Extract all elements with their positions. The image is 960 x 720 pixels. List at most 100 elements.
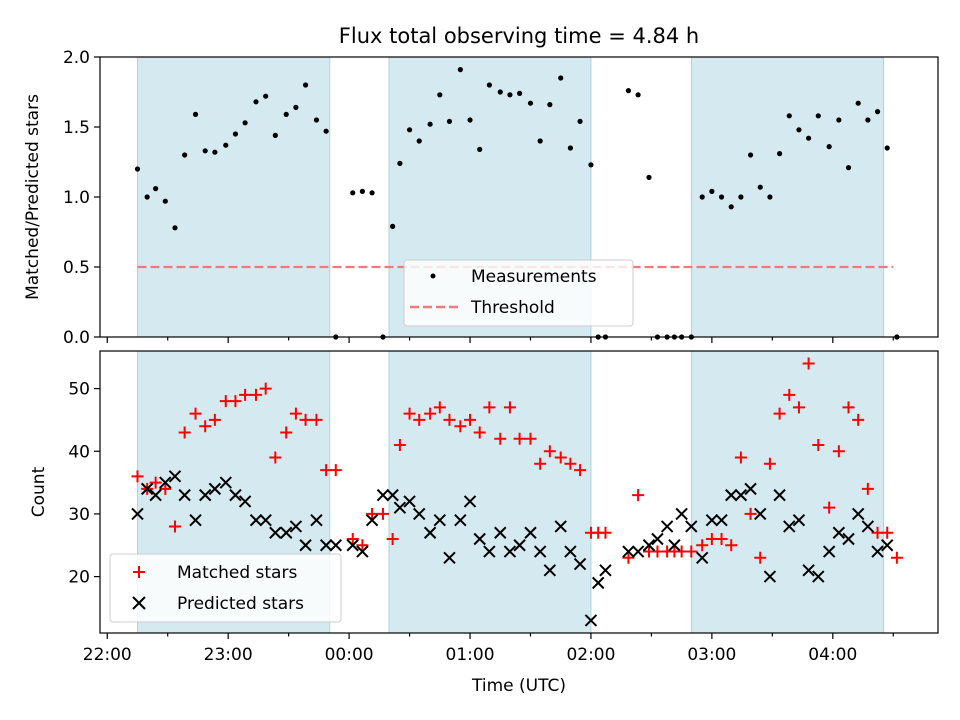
measurement-point xyxy=(497,89,503,95)
predicted-star-point xyxy=(454,513,467,527)
matched-star-point xyxy=(861,482,874,495)
measurement-point xyxy=(153,186,159,192)
measurement-point xyxy=(865,117,871,123)
predicted-star-point xyxy=(319,539,333,552)
predicted-star-point xyxy=(140,482,154,496)
measurement-point xyxy=(718,194,725,200)
predicted-star-point xyxy=(513,539,526,552)
measurement-point xyxy=(728,204,734,210)
matched-star-point xyxy=(832,445,845,458)
bottom-y-ticks: 20 30 40 50 xyxy=(68,380,100,588)
matched-star-point xyxy=(289,407,302,420)
x-tick-label: 00:00 xyxy=(325,645,374,665)
matched-star-point xyxy=(494,432,507,445)
predicted-star-point xyxy=(812,570,825,583)
legend-measurements-marker xyxy=(430,273,436,279)
matched-star-point xyxy=(754,551,767,564)
measurement-point xyxy=(293,104,299,110)
top-y-axis-label: Matched/Predicted stars xyxy=(23,94,43,300)
measurement-point xyxy=(635,92,641,98)
matched-star-point xyxy=(346,533,359,545)
count-panel: 20 30 40 50 22:00 23:00 00:00 01:00 02:00 03:00 0… xyxy=(29,350,939,696)
matched-star-point xyxy=(783,388,796,401)
bottom-y-tick-label: 30 xyxy=(68,505,90,525)
predicted-star-point xyxy=(473,532,486,546)
top-legend-box xyxy=(403,259,634,327)
top-y-tick-label: 1.5 xyxy=(63,118,90,138)
measurement-point xyxy=(547,102,553,108)
predicted-star-point xyxy=(564,545,577,558)
predicted-star-point xyxy=(695,551,709,565)
legend-matched-label: Matched stars xyxy=(177,563,297,583)
matched-star-point xyxy=(229,395,242,408)
ratio-panel: 0.00.51.01.52.0 Matched/Predicted stars … xyxy=(23,48,939,348)
measurement-point xyxy=(427,121,433,127)
matched-star-point xyxy=(413,413,426,426)
measurement-point xyxy=(134,166,141,172)
matched-star-point xyxy=(199,420,212,433)
matched-star-point xyxy=(424,407,437,420)
predicted-star-point xyxy=(159,476,172,489)
measurement-point xyxy=(283,111,289,117)
x-tick-label: 23:00 xyxy=(204,645,253,665)
bottom-legend-box xyxy=(109,553,342,623)
measurement-point xyxy=(390,223,396,229)
measurement-point xyxy=(527,100,534,106)
bottom-axes-frame xyxy=(99,350,939,634)
predicted-star-point xyxy=(299,539,312,552)
x-tick-label: 03:00 xyxy=(687,645,736,665)
predicted-star-point xyxy=(168,470,182,483)
measurement-point xyxy=(757,184,763,190)
matched-star-point xyxy=(524,432,537,445)
predicted-star-point xyxy=(503,545,517,558)
measurement-point xyxy=(776,151,783,157)
legend-matched-marker xyxy=(133,566,145,578)
measurement-point xyxy=(884,145,890,151)
predicted-star-point xyxy=(131,507,144,521)
matched-star-point xyxy=(685,545,698,558)
matched-star-point xyxy=(792,401,805,414)
predicted-star-point xyxy=(792,513,806,527)
matched-star-point xyxy=(159,482,172,495)
predicted-star-point xyxy=(861,520,875,533)
predicted-star-point xyxy=(238,495,252,508)
interval-band-top-0 xyxy=(136,56,331,338)
measurement-point xyxy=(709,188,715,194)
predicted-star-point xyxy=(198,488,212,502)
predicted-star-point xyxy=(715,513,728,527)
predicted-star-point xyxy=(705,513,719,527)
predicted-star-point xyxy=(289,520,303,533)
predicted-star-point xyxy=(433,513,447,527)
predicted-star-point xyxy=(483,545,496,558)
bottom-y-tick-label: 20 xyxy=(68,568,90,588)
matched-star-point xyxy=(259,382,272,395)
top-y-tick-label: 0.0 xyxy=(63,328,90,348)
measurement-point xyxy=(537,138,543,144)
predicted-star-point xyxy=(393,501,407,514)
predicted-star-point xyxy=(524,526,537,539)
x-tick-label: 04:00 xyxy=(808,645,857,665)
matched-star-point xyxy=(599,526,612,539)
matched-star-point xyxy=(842,401,855,414)
matched-star-point xyxy=(249,388,262,401)
measurement-point xyxy=(202,148,208,154)
matched-star-point xyxy=(543,445,556,458)
measurement-point xyxy=(272,132,278,138)
measurement-point xyxy=(826,144,832,150)
measurement-point xyxy=(507,92,513,98)
matched-star-point xyxy=(131,470,144,483)
measurement-point xyxy=(232,131,239,137)
matched-star-point xyxy=(823,501,836,514)
bottom-y-axis-label: Count xyxy=(29,466,49,517)
interval-band-bottom-1 xyxy=(388,350,592,634)
predicted-star-point xyxy=(763,570,777,583)
predicted-star-point xyxy=(881,539,894,552)
bottom-y-tick-label: 40 xyxy=(68,442,90,462)
predicted-star-point xyxy=(651,532,664,546)
measurement-point xyxy=(446,118,453,124)
matched-star-point xyxy=(725,539,738,552)
matched-star-point xyxy=(503,401,516,414)
measurement-point xyxy=(486,82,492,88)
measurement-point xyxy=(397,160,403,166)
matched-star-point xyxy=(881,526,894,539)
